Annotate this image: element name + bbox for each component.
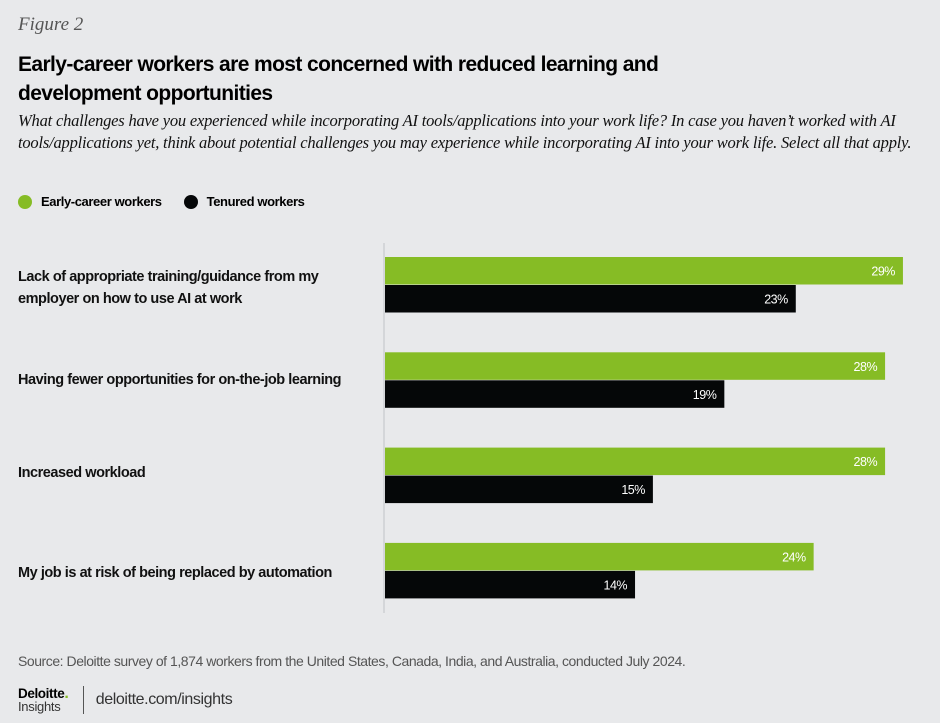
legend-label-early-career: Early-career workers (41, 194, 162, 209)
logo-wordmark: Deloitte (18, 686, 65, 701)
deloitte-insights-logo: Deloitte. Insights (18, 685, 69, 714)
source-note: Source: Deloitte survey of 1,874 workers… (18, 653, 686, 669)
chart-title: Early-career workers are most concerned … (18, 53, 659, 105)
data-label-tenured: 19% (693, 388, 717, 402)
legend-swatch-tenured (183, 194, 198, 209)
logo-green-dot: . (64, 685, 69, 702)
bar-early-career (385, 257, 903, 285)
data-label-early-career: 28% (854, 455, 878, 469)
data-label-early-career: 29% (871, 265, 895, 279)
footer-divider (82, 686, 84, 714)
footer-url[interactable]: deloitte.com/insights (95, 691, 233, 708)
footer: Deloitte. Insights deloitte.com/insights (18, 685, 233, 714)
data-label-tenured: 15% (621, 483, 645, 497)
category-label: Lack of appropriate training/guidance fr… (18, 269, 319, 307)
figure-label: Figure 2 (18, 14, 84, 35)
category-label: My job is at risk of being replaced by a… (18, 565, 332, 581)
category-label: Having fewer opportunities for on-the-jo… (18, 372, 342, 388)
data-label-early-career: 28% (854, 360, 878, 374)
bar-tenured (385, 380, 725, 408)
chart-subtitle: What challenges have you experienced whi… (18, 111, 912, 152)
bar-tenured (385, 285, 796, 313)
legend-label-tenured: Tenured workers (206, 194, 305, 209)
data-label-tenured: 23% (764, 293, 788, 307)
bar-early-career (385, 352, 886, 380)
category-label: Increased workload (18, 465, 146, 481)
logo-subtitle: Insights (18, 699, 61, 714)
bar-tenured (385, 570, 636, 599)
bar-tenured (385, 475, 653, 504)
bar-early-career (385, 542, 814, 571)
legend: Early-career workers Tenured workers (18, 194, 326, 209)
legend-item-tenured: Tenured workers (183, 194, 305, 209)
legend-item-early-career: Early-career workers (18, 194, 162, 209)
legend-swatch-early-career (18, 194, 32, 209)
data-label-tenured: 14% (604, 578, 628, 592)
bar-early-career (385, 447, 886, 476)
data-label-early-career: 24% (782, 550, 806, 564)
